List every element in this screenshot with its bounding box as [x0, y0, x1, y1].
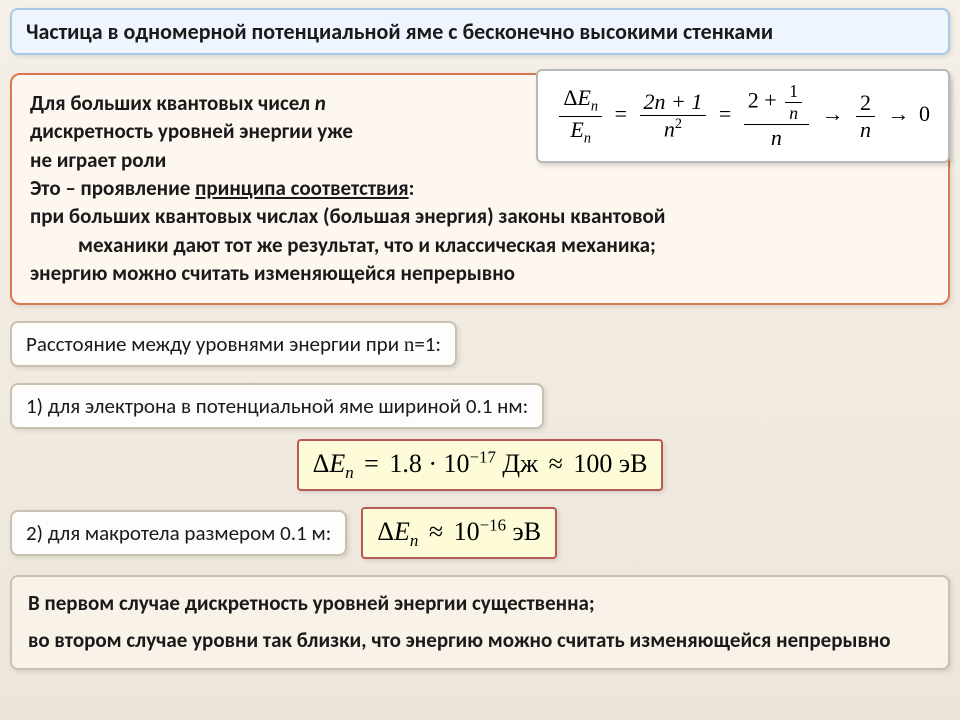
main-line2: дискретность уровней энергии уже: [30, 118, 353, 144]
distance-label-box: Расстояние между уровнями энергии при n=…: [10, 321, 457, 367]
item2-box: 2) для макротела размером 0.1 м:: [10, 510, 347, 556]
conclusion-box: В первом случае дискретность уровней эне…: [10, 575, 950, 670]
main-line7: энергию можно считать изменяющейся непре…: [30, 260, 515, 286]
distance-label-a: Расстояние между уровнями энергии при: [26, 331, 404, 357]
formula2-row: ΔEn = 1.8 · 10−17 Дж ≈ 100 эВ: [10, 439, 950, 491]
main-line4c: :: [409, 175, 415, 201]
formula3-box: ΔEn ≈ 10−16 эВ: [361, 507, 557, 559]
main-line3: не играет роли: [30, 147, 166, 173]
main-line4b: принципа соответствия: [195, 175, 408, 201]
formula-ratio: ΔEn En = 2n + 1 n2 = 2 + 1n n → 2 n → 0: [556, 101, 930, 126]
distance-label-b: n: [404, 332, 415, 356]
main-principle-box: Для больших квантовых чисел n дискретнос…: [10, 73, 950, 305]
main-line1-var: n: [315, 90, 326, 116]
conclusion-line1: В первом случае дискретность уровней эне…: [28, 589, 932, 618]
formula2-box: ΔEn = 1.8 · 10−17 Дж ≈ 100 эВ: [297, 439, 664, 491]
slide-title: Частица в одномерной потенциальной яме с…: [10, 8, 950, 55]
formula3: ΔEn ≈ 10−16 эВ: [377, 517, 541, 546]
main-line1a: Для больших квантовых чисел: [30, 90, 315, 116]
main-line5: при больших квантовых числах (большая эн…: [30, 203, 665, 229]
distance-label-c: =1:: [414, 331, 441, 357]
conclusion-line2: во втором случае уровни так близки, что …: [28, 626, 932, 655]
item2-row: 2) для макротела размером 0.1 м: ΔEn ≈ 1…: [10, 507, 950, 559]
item1-box: 1) для электрона в потенциальной яме шир…: [10, 383, 544, 429]
main-line6: механики дают тот же результат, что и кл…: [78, 231, 930, 259]
formula-ratio-box: ΔEn En = 2n + 1 n2 = 2 + 1n n → 2 n → 0: [536, 69, 950, 163]
main-line4a: Это – проявление: [30, 175, 195, 201]
formula2: ΔEn = 1.8 · 10−17 Дж ≈ 100 эВ: [313, 449, 648, 478]
